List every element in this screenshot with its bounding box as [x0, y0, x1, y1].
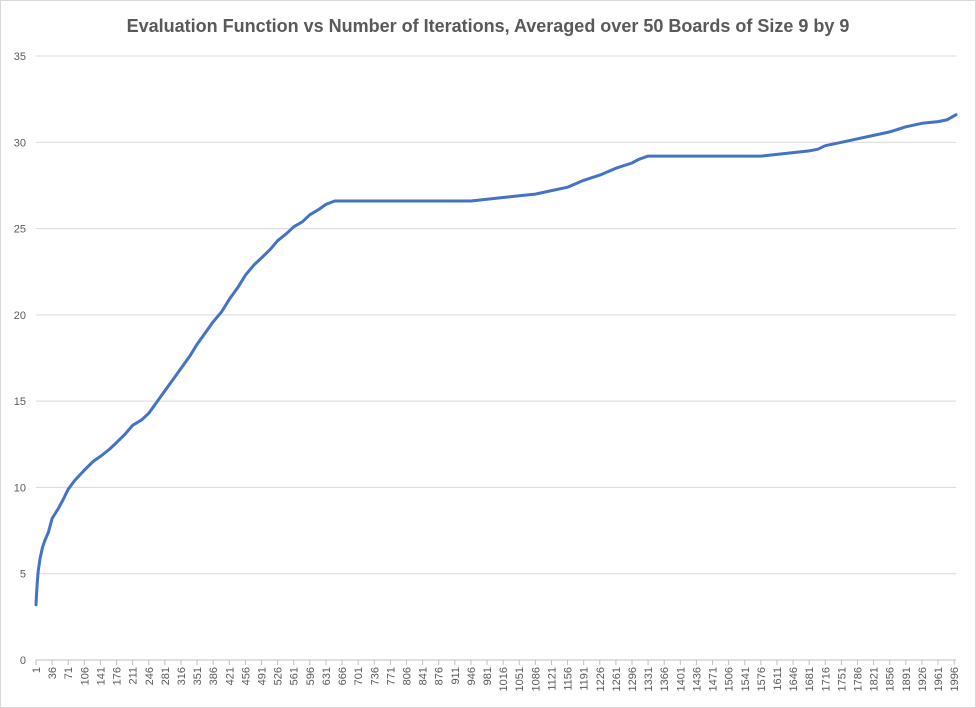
x-tick-label: 1506 — [724, 667, 736, 691]
x-axis-ticks: 1 36 71 106 141 176 211 246 281 316 351 386 421 456 49… — [31, 660, 961, 691]
x-tick-label: 946 — [466, 667, 478, 685]
x-tick-label: 1646 — [788, 667, 800, 691]
x-tick-label: 106 — [79, 667, 91, 685]
x-tick-label: 1401 — [675, 667, 687, 691]
x-tick-label: 456 — [240, 667, 252, 685]
x-tick-label: 1331 — [643, 667, 655, 691]
x-tick-label: 71 — [63, 667, 75, 679]
chart-title: Evaluation Function vs Number of Iterati… — [126, 16, 850, 36]
x-tick-label: 141 — [95, 667, 107, 685]
x-tick-label: 1086 — [530, 667, 542, 691]
x-tick-label: 1 — [31, 667, 43, 673]
x-tick-label: 386 — [208, 667, 220, 685]
x-tick-label: 911 — [450, 667, 462, 685]
y-tick-label: 30 — [14, 137, 26, 149]
x-tick-label: 351 — [192, 667, 204, 685]
x-tick-label: 596 — [305, 667, 317, 685]
x-tick-label: 1016 — [498, 667, 510, 691]
x-tick-label: 1051 — [514, 667, 526, 691]
x-tick-label: 491 — [257, 667, 269, 685]
x-tick-label: 1996 — [949, 667, 961, 691]
x-tick-label: 736 — [369, 667, 381, 685]
x-tick-label: 421 — [224, 667, 236, 685]
x-tick-label: 1296 — [627, 667, 639, 691]
x-tick-label: 1786 — [853, 667, 865, 691]
x-tick-label: 1471 — [708, 667, 720, 691]
x-tick-label: 1226 — [595, 667, 607, 691]
x-tick-label: 1681 — [804, 667, 816, 691]
x-tick-label: 771 — [385, 667, 397, 685]
x-tick-label: 1366 — [659, 667, 671, 691]
y-axis-ticks: 0 5 10 15 20 25 30 35 — [14, 51, 26, 667]
x-tick-label: 526 — [273, 667, 285, 685]
series-line — [34, 113, 958, 607]
x-tick-label: 1891 — [901, 667, 913, 691]
x-tick-label: 1121 — [546, 667, 558, 691]
x-tick-label: 631 — [321, 667, 333, 685]
x-tick-label: 281 — [160, 667, 172, 685]
x-tick-label: 981 — [482, 667, 494, 685]
y-tick-label: 15 — [14, 396, 26, 408]
x-tick-label: 1751 — [836, 667, 848, 691]
x-tick-label: 1611 — [772, 667, 784, 691]
y-tick-label: 10 — [14, 482, 26, 494]
y-tick-label: 0 — [20, 655, 26, 667]
y-tick-label: 20 — [14, 310, 26, 322]
y-tick-label: 35 — [14, 51, 26, 63]
x-tick-label: 1821 — [869, 667, 881, 691]
x-tick-label: 36 — [47, 667, 59, 679]
x-tick-label: 841 — [418, 667, 430, 685]
y-tick-label: 25 — [14, 224, 26, 236]
series-group — [34, 113, 958, 607]
x-tick-label: 176 — [112, 667, 124, 685]
x-tick-label: 1926 — [917, 667, 929, 691]
x-tick-label: 876 — [434, 667, 446, 685]
x-tick-label: 316 — [176, 667, 188, 685]
x-tick-label: 561 — [289, 667, 301, 685]
x-tick-label: 1541 — [740, 667, 752, 691]
y-tick-label: 5 — [20, 569, 26, 581]
x-tick-label: 1191 — [579, 667, 591, 691]
x-tick-label: 1576 — [756, 667, 768, 691]
x-tick-label: 701 — [353, 667, 365, 685]
x-tick-label: 1261 — [611, 667, 623, 691]
x-tick-label: 211 — [128, 667, 140, 685]
x-tick-label: 806 — [401, 667, 413, 685]
x-tick-label: 666 — [337, 667, 349, 685]
x-tick-label: 1856 — [885, 667, 897, 691]
x-tick-label: 246 — [144, 667, 156, 685]
x-tick-label: 1436 — [691, 667, 703, 691]
x-tick-label: 1961 — [933, 667, 945, 691]
x-tick-label: 1156 — [563, 667, 575, 691]
x-tick-label: 1716 — [820, 667, 832, 691]
gridlines — [36, 55, 956, 661]
